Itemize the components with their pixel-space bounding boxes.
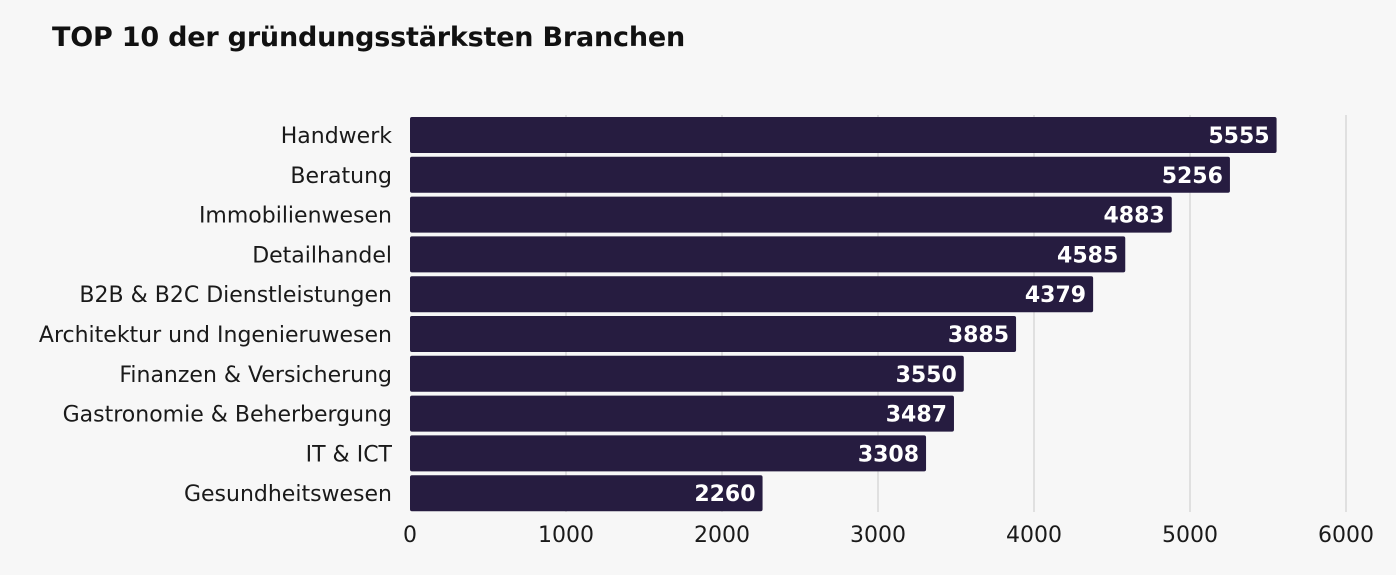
value-label: 4585 <box>1057 243 1118 268</box>
category-label: Immobilienwesen <box>199 204 392 229</box>
category-label: Gastronomie & Beherbergung <box>63 403 392 428</box>
x-tick-label: 0 <box>403 523 417 548</box>
category-label: Architektur und Ingenieruwesen <box>39 323 392 348</box>
category-label: Handwerk <box>281 124 393 149</box>
chart-title: TOP 10 der gründungsstärksten Branchen <box>52 22 686 53</box>
value-label: 4883 <box>1104 204 1165 229</box>
value-label: 3550 <box>896 363 957 388</box>
x-tick-label: 4000 <box>1006 523 1062 548</box>
bar <box>410 156 1230 193</box>
bar <box>410 117 1277 153</box>
value-label: 5256 <box>1162 164 1223 189</box>
x-tick-label: 5000 <box>1162 523 1218 548</box>
category-labels: Handwerk Beratung Immobilienwesen Detailhan… <box>39 124 393 507</box>
x-axis-ticks: 0 1000 2000 3000 4000 5000 6000 <box>403 523 1374 548</box>
bar <box>410 196 1172 233</box>
value-label: 5555 <box>1208 124 1269 149</box>
value-labels: 5555 5256 4883 4585 4379 3885 3550 3487 3308 2260 <box>694 124 1269 507</box>
bar <box>410 355 964 392</box>
category-label: B2B & B2C Dienstleistungen <box>79 283 392 308</box>
category-label: Detailhandel <box>252 243 392 268</box>
bar <box>410 316 1017 352</box>
bar <box>410 276 1094 313</box>
bar <box>410 435 927 472</box>
category-label: Beratung <box>290 164 392 189</box>
category-label: Gesundheitswesen <box>184 482 392 507</box>
value-label: 3885 <box>948 323 1009 348</box>
x-tick-label: 6000 <box>1318 523 1374 548</box>
bar <box>410 395 954 432</box>
category-label: IT & ICT <box>306 442 393 467</box>
category-label: Finanzen & Versicherung <box>119 363 392 388</box>
value-label: 3308 <box>858 442 919 467</box>
x-tick-label: 1000 <box>538 523 594 548</box>
bar <box>410 236 1126 273</box>
value-label: 2260 <box>694 482 755 507</box>
bars <box>410 117 1277 512</box>
value-label: 4379 <box>1025 283 1086 308</box>
bar <box>410 475 763 512</box>
x-tick-label: 3000 <box>850 523 906 548</box>
value-label: 3487 <box>886 403 947 428</box>
x-tick-label: 2000 <box>694 523 750 548</box>
